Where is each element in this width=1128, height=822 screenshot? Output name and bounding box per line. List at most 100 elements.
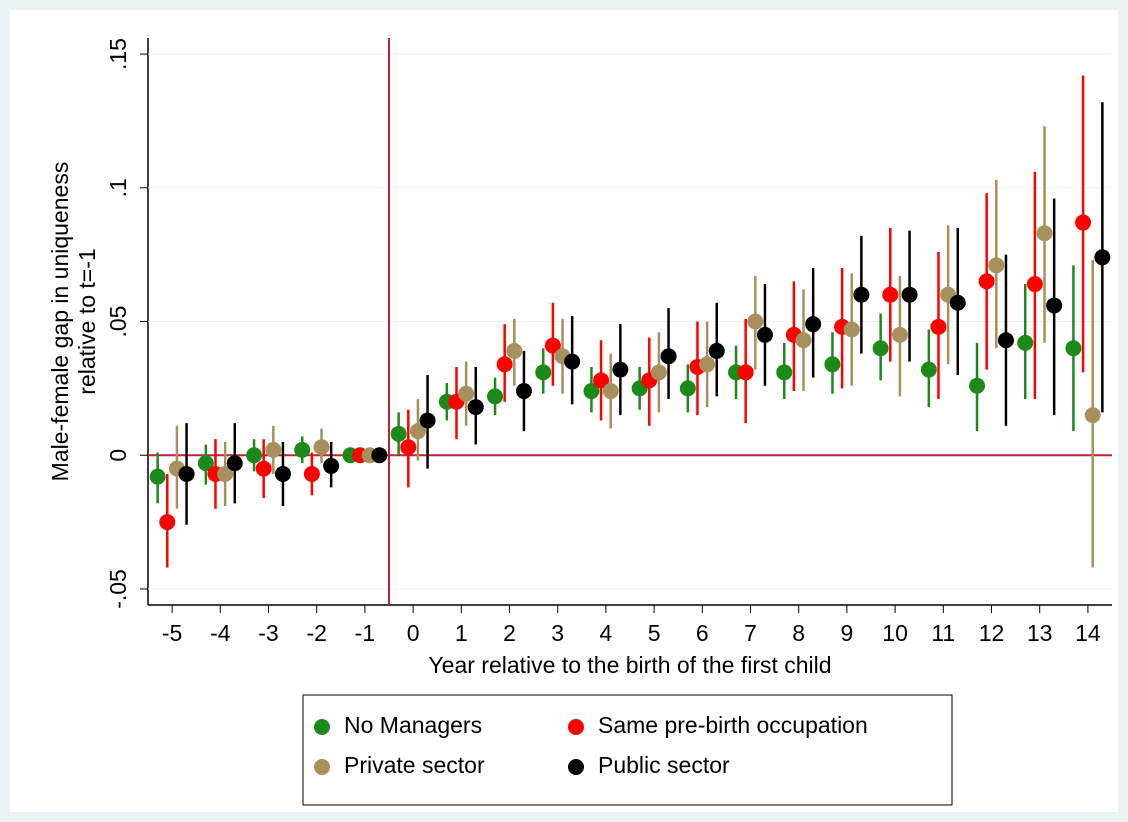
point (487, 388, 504, 405)
legend-marker (568, 759, 584, 775)
point (593, 372, 610, 389)
point (930, 318, 947, 335)
point (467, 399, 484, 416)
point (891, 326, 908, 343)
point (988, 257, 1005, 274)
x-tick-label: 10 (882, 620, 908, 646)
point (650, 364, 667, 381)
point (843, 321, 860, 338)
point (997, 332, 1014, 349)
x-tick-label: -3 (258, 620, 278, 646)
point (506, 342, 523, 359)
point (920, 361, 937, 378)
point (795, 332, 812, 349)
point (583, 383, 600, 400)
point (246, 447, 263, 464)
point (419, 412, 436, 429)
point (496, 356, 513, 373)
x-tick-label: 14 (1075, 620, 1101, 646)
point (1017, 334, 1034, 351)
x-tick-label: 7 (744, 620, 757, 646)
y-tick-label: .05 (105, 306, 131, 338)
y-tick-label: 0 (105, 449, 131, 462)
point (747, 313, 764, 330)
legend-box (302, 694, 953, 806)
point (544, 337, 561, 354)
x-tick-label: 5 (648, 620, 661, 646)
x-tick-label: 8 (792, 620, 805, 646)
point (708, 342, 725, 359)
point (265, 441, 282, 458)
point (390, 425, 407, 442)
point (699, 356, 716, 373)
point (409, 423, 426, 440)
point (1084, 407, 1101, 424)
point (872, 340, 889, 357)
x-tick-label: 2 (503, 620, 516, 646)
x-tick-label: 6 (696, 620, 709, 646)
point (978, 273, 995, 290)
x-tick-label: 4 (600, 620, 613, 646)
y-tick-label: .1 (105, 178, 131, 197)
x-tick-label: 3 (551, 620, 564, 646)
legend-label: Private sector (344, 752, 485, 778)
point (1046, 297, 1063, 314)
x-tick-label: 11 (931, 620, 955, 646)
point (255, 460, 272, 477)
point (969, 377, 986, 394)
legend-marker (568, 719, 584, 735)
point (1026, 276, 1043, 293)
point (535, 364, 552, 381)
x-tick-label: -4 (210, 620, 231, 646)
x-axis-title: Year relative to the birth of the first … (428, 652, 831, 678)
point (737, 364, 754, 381)
y-tick-label: -.05 (105, 569, 131, 609)
point (853, 286, 870, 303)
point (1036, 225, 1053, 242)
graph-region (10, 10, 1118, 812)
legend-marker (314, 759, 330, 775)
point (294, 441, 311, 458)
point (612, 361, 629, 378)
point (217, 465, 234, 482)
point (400, 439, 417, 456)
point (824, 356, 841, 373)
point (323, 457, 340, 474)
x-tick-label: -1 (355, 620, 375, 646)
point (371, 447, 388, 464)
point (602, 383, 619, 400)
point (458, 385, 475, 402)
point (226, 455, 243, 472)
point (159, 514, 176, 531)
point (805, 316, 822, 333)
x-tick-label: 0 (407, 620, 420, 646)
point (949, 294, 966, 311)
point (901, 286, 918, 303)
x-tick-label: 9 (841, 620, 854, 646)
point (1094, 249, 1111, 266)
point (178, 465, 195, 482)
x-tick-label: 12 (979, 620, 1005, 646)
point (756, 326, 773, 343)
point (515, 383, 532, 400)
y-tick-label: .15 (105, 38, 131, 70)
y-axis-title: Male-female gap in uniqueness (47, 162, 73, 482)
point (274, 465, 291, 482)
point (564, 353, 581, 370)
point (1065, 340, 1082, 357)
point (197, 455, 214, 472)
legend-marker (314, 719, 330, 735)
point (679, 380, 696, 397)
point (776, 364, 793, 381)
legend-label: No Managers (344, 712, 482, 738)
legend-label: Same pre-birth occupation (598, 712, 868, 738)
x-tick-label: -2 (306, 620, 326, 646)
x-tick-label: -5 (162, 620, 182, 646)
point (882, 286, 899, 303)
point (303, 465, 320, 482)
point (660, 348, 677, 365)
y-axis-title: relative to t=-1 (74, 248, 100, 394)
point (149, 468, 166, 485)
point (1075, 214, 1092, 231)
